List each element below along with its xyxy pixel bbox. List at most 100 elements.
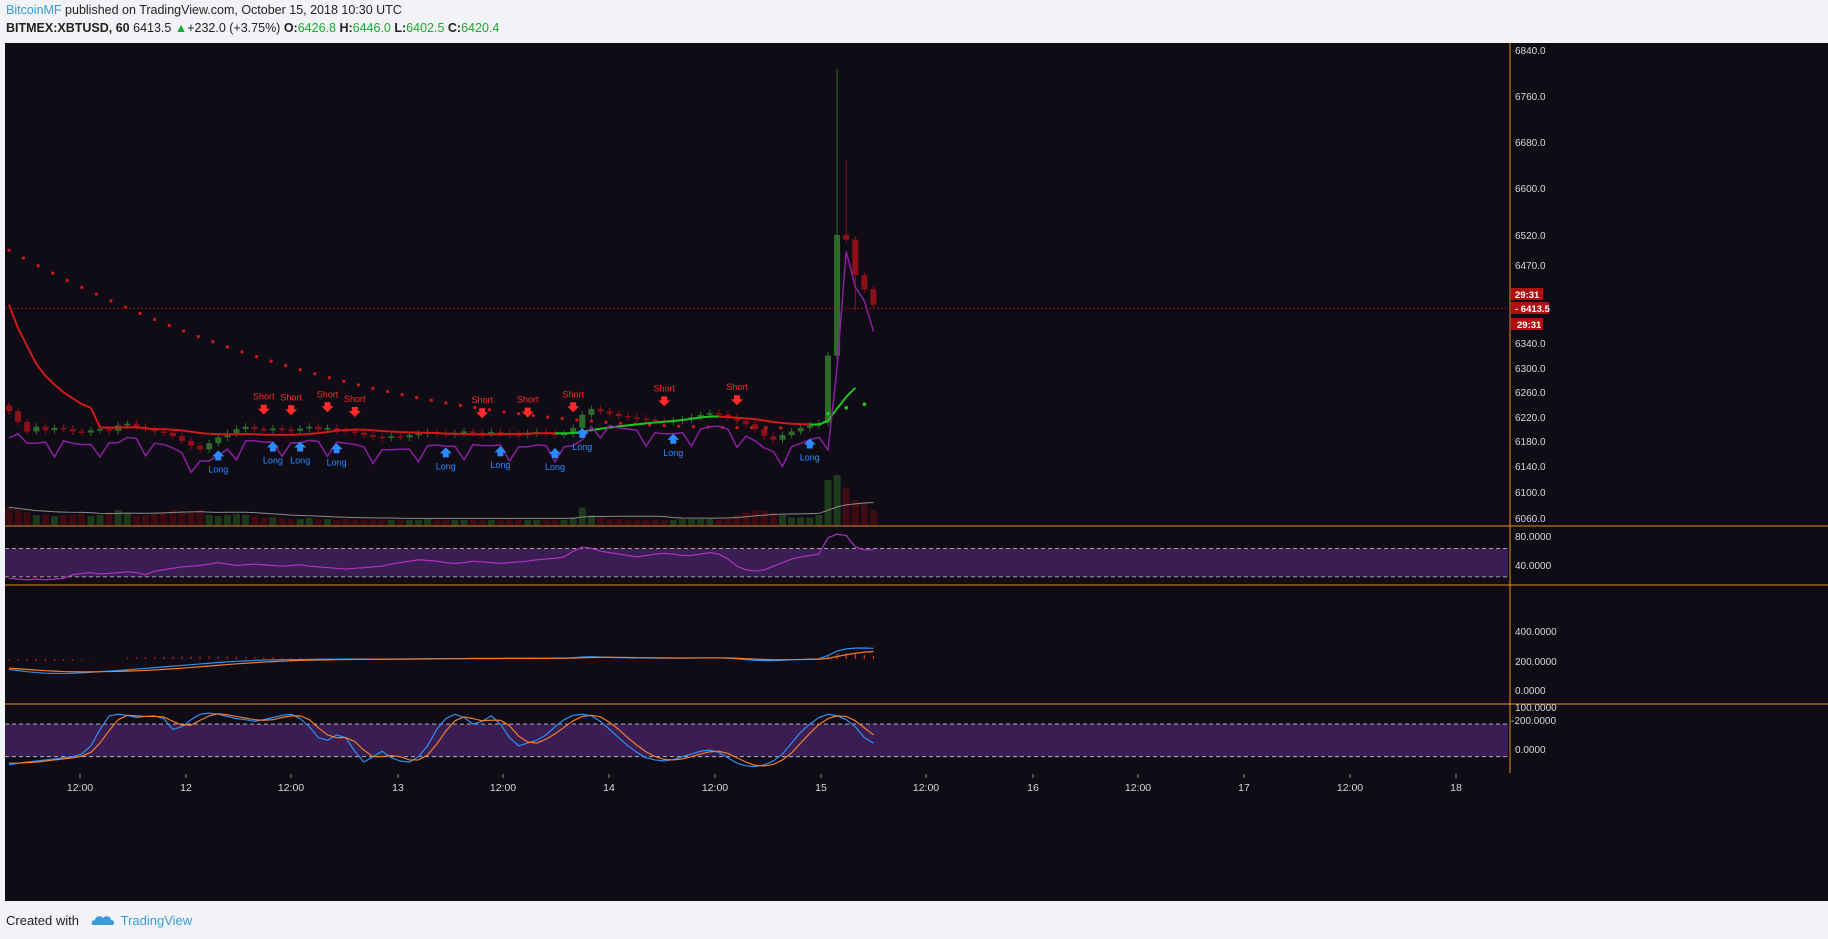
volume-bar: [87, 516, 95, 525]
chart-background: [5, 43, 1828, 901]
short-signal-label: Short: [653, 383, 675, 393]
volume-bar: [551, 520, 559, 525]
moving-average-segment: [181, 429, 192, 433]
volume-bar: [824, 480, 832, 525]
published-text: published on TradingView.com, October 15…: [61, 3, 402, 17]
candle-body: [643, 418, 649, 420]
short-signal-label: Short: [280, 392, 302, 402]
sar-dot: [356, 383, 361, 387]
up-arrow-icon: ▲: [174, 21, 188, 35]
moving-average-segment: [72, 397, 83, 406]
moving-average-segment: [190, 430, 201, 435]
volume-bar: [624, 520, 632, 525]
sar-dot: [196, 334, 200, 339]
moving-average-segment: [17, 327, 29, 347]
sar-dot: [240, 350, 244, 354]
last-price: 6413.5: [133, 21, 172, 35]
candle-body: [724, 414, 731, 418]
candle-body: [251, 426, 258, 430]
candle-body: [379, 436, 386, 439]
long-arrow-icon: [330, 443, 343, 454]
volume-bar: [242, 515, 250, 525]
volume-bar: [405, 520, 413, 525]
volume-bar: [751, 510, 759, 525]
volume-bar: [833, 475, 841, 525]
candle-body: [461, 431, 467, 434]
volume-bar: [60, 515, 68, 525]
sar-dot: [80, 285, 84, 289]
time-axis-tick: 12: [180, 782, 192, 794]
price-axis-tick: 6840.0: [1515, 46, 1546, 57]
short-arrow-icon: [658, 396, 671, 407]
candle-body: [597, 408, 604, 412]
chart-area[interactable]: Long Short Long Short Long Short Long Short Long…: [5, 43, 1828, 901]
sar-dot: [502, 410, 506, 414]
sar-dot: [7, 248, 11, 252]
candle-body: [279, 428, 285, 430]
long-signal-label: Long: [663, 448, 683, 458]
candle-body: [615, 413, 622, 417]
sar-dot: [211, 340, 215, 344]
macd-axis-tick: 0.0000: [1515, 686, 1546, 697]
volume-bar: [651, 520, 659, 525]
candle-body: [852, 239, 859, 276]
short-arrow-icon: [348, 407, 361, 418]
volume-bar: [533, 520, 541, 525]
volume-bar: [260, 517, 268, 525]
candle-body: [6, 405, 12, 412]
rsi-line: [8, 533, 874, 581]
moving-average-segment: [736, 416, 747, 420]
sar-dot: [254, 354, 259, 359]
candle-body: [706, 413, 713, 415]
moving-average-segment: [636, 422, 647, 426]
moving-average-segment: [746, 417, 756, 421]
volume-bar: [524, 520, 532, 525]
price-tag-text: 29:31: [1517, 320, 1542, 331]
candle-body: [124, 423, 131, 426]
volume-bar: [96, 515, 104, 525]
sar-dot: [677, 424, 681, 428]
volume-bar: [660, 520, 668, 525]
volume-bar: [169, 510, 177, 525]
price-axis-tick: 6180.0: [1515, 437, 1546, 448]
sar-dot: [473, 406, 477, 410]
sar-dot: [342, 379, 346, 383]
moving-average-segment: [718, 415, 728, 419]
candle-body: [242, 426, 249, 430]
moving-average-segment: [818, 419, 829, 426]
candle-body: [752, 424, 759, 430]
moving-average-segment: [327, 429, 337, 433]
sar-dot: [138, 311, 142, 316]
sar-dot: [298, 368, 302, 372]
moving-average-segment: [363, 428, 374, 432]
volume-bar: [287, 519, 295, 525]
volume-bar: [451, 520, 459, 525]
long-signal-label: Long: [545, 462, 565, 472]
candle-body: [106, 429, 113, 431]
volume-bar: [14, 510, 22, 525]
author-link[interactable]: BitcoinMF: [6, 3, 62, 17]
tradingview-brand-link[interactable]: TradingView: [120, 913, 193, 928]
volume-bar: [788, 517, 796, 525]
moving-average-segment: [44, 375, 56, 386]
volume-bar: [351, 520, 359, 525]
sar-dot: [749, 426, 754, 430]
sar-dot: [167, 323, 171, 327]
volume-bar: [314, 519, 322, 525]
time-axis-tick: 14: [603, 782, 615, 794]
moving-average-segment: [682, 417, 692, 421]
sar-dot: [546, 415, 550, 419]
moving-average-segment: [81, 403, 92, 409]
candle-body: [233, 429, 240, 434]
sar-dot: [327, 376, 331, 380]
price-tag-text: - 6413.5: [1515, 304, 1551, 315]
short-arrow-icon: [285, 405, 298, 416]
moving-average-segment: [318, 431, 328, 435]
candle-body: [342, 430, 349, 432]
long-arrow-icon: [667, 433, 680, 444]
candle-body: [715, 413, 722, 415]
sar-dot: [123, 305, 128, 309]
volume-bar: [688, 519, 695, 525]
volume-bar: [760, 511, 768, 525]
rsi-axis-tick: 80.0000: [1515, 532, 1552, 543]
